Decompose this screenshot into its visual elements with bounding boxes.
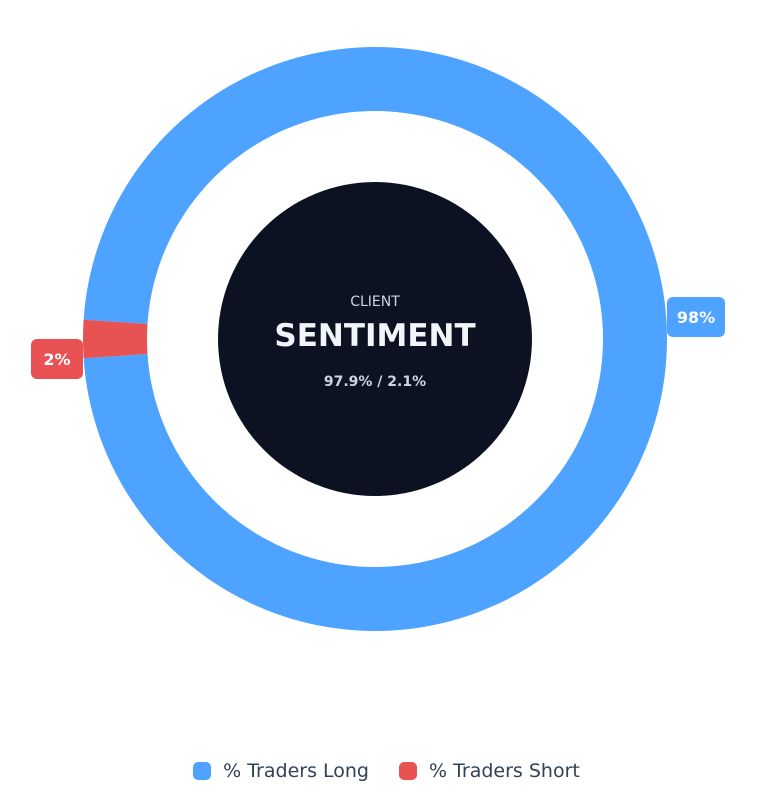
slice-labels: 98% 2% [31,297,725,379]
center-title: SENTIMENT [274,318,475,354]
slice-label-short: 2% [31,339,83,379]
legend-label-short: % Traders Short [428,760,580,782]
slice-label-badge-short [31,339,83,379]
legend-swatch-long [193,762,212,780]
legend-label-long: % Traders Long [223,760,369,782]
sentiment-donut-chart: CLIENT SENTIMENT 97.9% / 2.1% 98% 2% [31,46,725,631]
legend-swatch-short [398,762,417,780]
donut-slices [82,46,667,631]
center-subtitle: CLIENT [350,294,400,310]
legend-item-long[interactable]: % Traders Long [193,760,369,782]
slice-label-long: 98% [667,297,725,337]
legend-item-short[interactable]: % Traders Short [398,760,580,782]
legend: % Traders Long % Traders Short [0,760,773,782]
slice-label-badge-long [667,297,725,337]
slice-label-text-long: 98% [677,308,715,327]
center-ratio: 97.9% / 2.1% [324,374,426,390]
center-disc [218,182,532,496]
slice-label-text-short: 2% [43,350,70,369]
slice-short[interactable] [82,319,148,359]
